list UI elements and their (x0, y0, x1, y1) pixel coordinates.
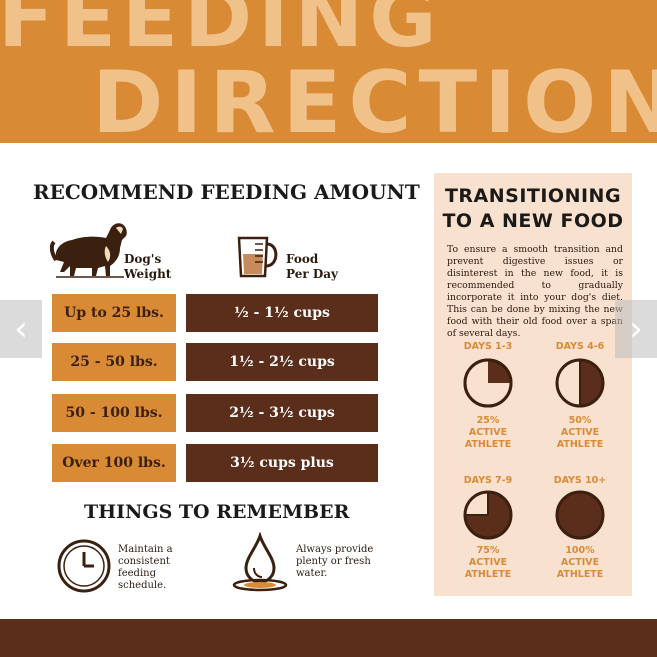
weight-cell: Up to 25 lbs. (52, 294, 176, 332)
stage-percent: 100% (565, 545, 595, 556)
transition-title-line-2: TO A NEW FOOD (442, 210, 624, 232)
stage-percent: 50% (568, 415, 592, 426)
stage-ratio-icon (463, 358, 513, 408)
header-title-line-1: FEEDING (0, 0, 443, 66)
stage-active: ACTIVE (468, 427, 508, 438)
weight-cell: Over 100 lbs. (52, 444, 176, 482)
stage-athlete: ATHLETE (464, 569, 512, 580)
remember-title: THINGS TO REMEMBER (84, 501, 350, 523)
stage-days-label: DAYS 4-6 (555, 341, 605, 352)
food-cell: 2½ - 3½ cups (186, 394, 378, 432)
stage-active: ACTIVE (468, 557, 508, 568)
stage-days-label: DAYS 10+ (553, 475, 607, 486)
stage-athlete: ATHLETE (464, 439, 512, 450)
food-label-line-1: Food (286, 252, 319, 266)
carousel-next-button[interactable]: › (615, 300, 657, 358)
food-cell: 3½ cups plus (186, 444, 378, 482)
stage-days-label: DAYS 1-3 (463, 341, 513, 352)
stage-percent-label: 100% ACTIVE ATHLETE (540, 545, 620, 581)
stage-athlete: ATHLETE (556, 439, 604, 450)
stage-active: ACTIVE (560, 427, 600, 438)
stage-active: ACTIVE (560, 557, 600, 568)
header-title-line-2: DIRECTIONS (92, 53, 657, 143)
dog-icon (50, 223, 127, 278)
food-column-label: Food Per Day (286, 252, 338, 282)
stage-athlete: ATHLETE (556, 569, 604, 580)
chevron-left-icon: ‹ (14, 309, 28, 349)
stage-percent-label: 25% ACTIVE ATHLETE (448, 415, 528, 451)
remember-schedule-text: Maintain a consistent feeding schedule. (118, 544, 173, 591)
transition-title-line-1: TRANSITIONING (444, 185, 622, 207)
stage-days-label: DAYS 7-9 (463, 475, 513, 486)
weight-cell: 25 - 50 lbs. (52, 343, 176, 381)
stage-ratio-icon (555, 358, 605, 408)
weight-label-line-2: Weight (124, 267, 172, 281)
food-cell: ½ - 1½ cups (186, 294, 378, 332)
stage-percent-label: 50% ACTIVE ATHLETE (540, 415, 620, 451)
food-label-line-2: Per Day (286, 267, 338, 281)
stage-percent: 75% (476, 545, 500, 556)
weight-column-label: Dog's Weight (124, 252, 171, 282)
footer-bar (0, 619, 657, 657)
stage-percent: 25% (476, 415, 500, 426)
weight-label-line-1: Dog's (124, 252, 162, 266)
stage-percent-label: 75% ACTIVE ATHLETE (448, 545, 528, 581)
remember-water-text: Always provide plenty or fresh water. (296, 544, 374, 579)
transition-description: To ensure a smooth transition and preven… (447, 244, 623, 339)
header-banner: FEEDING DIRECTIONS (0, 0, 657, 143)
carousel-prev-button[interactable]: ‹ (0, 300, 42, 358)
feeding-amount-title: RECOMMEND FEEDING AMOUNT (33, 180, 420, 204)
stage-ratio-icon (555, 490, 605, 540)
clock-icon (57, 539, 111, 593)
water-drop-icon (232, 532, 288, 592)
stage-ratio-icon (463, 490, 513, 540)
weight-cell: 50 - 100 lbs. (52, 394, 176, 432)
measuring-cup-icon (237, 236, 278, 278)
food-cell: 1½ - 2½ cups (186, 343, 378, 381)
transition-panel: TRANSITIONING TO A NEW FOOD To ensure a … (434, 173, 632, 596)
chevron-right-icon: › (629, 309, 643, 349)
